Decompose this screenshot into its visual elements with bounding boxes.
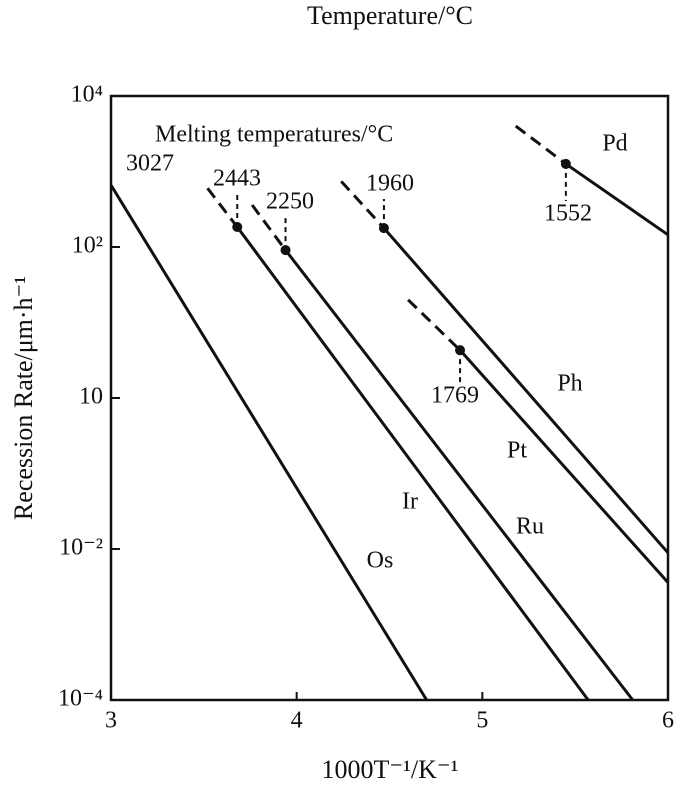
series-label: Os — [367, 548, 394, 574]
top-axis-title: Temperature/°C — [307, 1, 473, 30]
solid-line — [458, 349, 670, 584]
solid-line — [565, 162, 669, 237]
y-tick-label: 10⁻⁴ — [58, 686, 103, 712]
liquid-line — [250, 204, 287, 251]
melting-label: 1769 — [431, 383, 479, 409]
x-tick-label: 5 — [476, 708, 488, 734]
melting-label: 2443 — [213, 166, 261, 192]
solid-line — [284, 249, 634, 701]
solid-line — [236, 226, 590, 701]
solid-line — [382, 227, 670, 554]
liquid-line — [340, 180, 386, 230]
y-tick-label: 10⁻² — [59, 535, 103, 561]
y-tick-label: 10 — [79, 384, 103, 410]
liquid-line — [407, 298, 462, 352]
x-axis-title: 1000T⁻¹/K⁻¹ — [322, 755, 459, 784]
series-label: Ir — [402, 489, 418, 515]
liquid-line — [206, 187, 239, 228]
x-tick-label: 3 — [105, 708, 117, 734]
liquid-line — [514, 124, 567, 166]
melting-label: 2250 — [266, 189, 314, 215]
y-axis-title: Recession Rate/μm·h⁻¹ — [9, 276, 38, 520]
x-tick-label: 6 — [662, 708, 674, 734]
solid-line — [109, 184, 428, 701]
y-tick-label: 10² — [72, 233, 103, 259]
x-tick-label: 4 — [291, 708, 303, 734]
melting-label: 3027 — [126, 151, 174, 177]
annotation: Melting temperatures/°C — [155, 122, 393, 148]
series-label: Ph — [557, 371, 582, 397]
series-label: Ru — [516, 514, 544, 540]
series-label: Pd — [602, 131, 627, 157]
melting-label: 1960 — [366, 171, 414, 197]
melting-label: 1552 — [544, 201, 592, 227]
y-tick-label: 10⁴ — [71, 82, 103, 108]
series-label: Pt — [507, 438, 527, 464]
